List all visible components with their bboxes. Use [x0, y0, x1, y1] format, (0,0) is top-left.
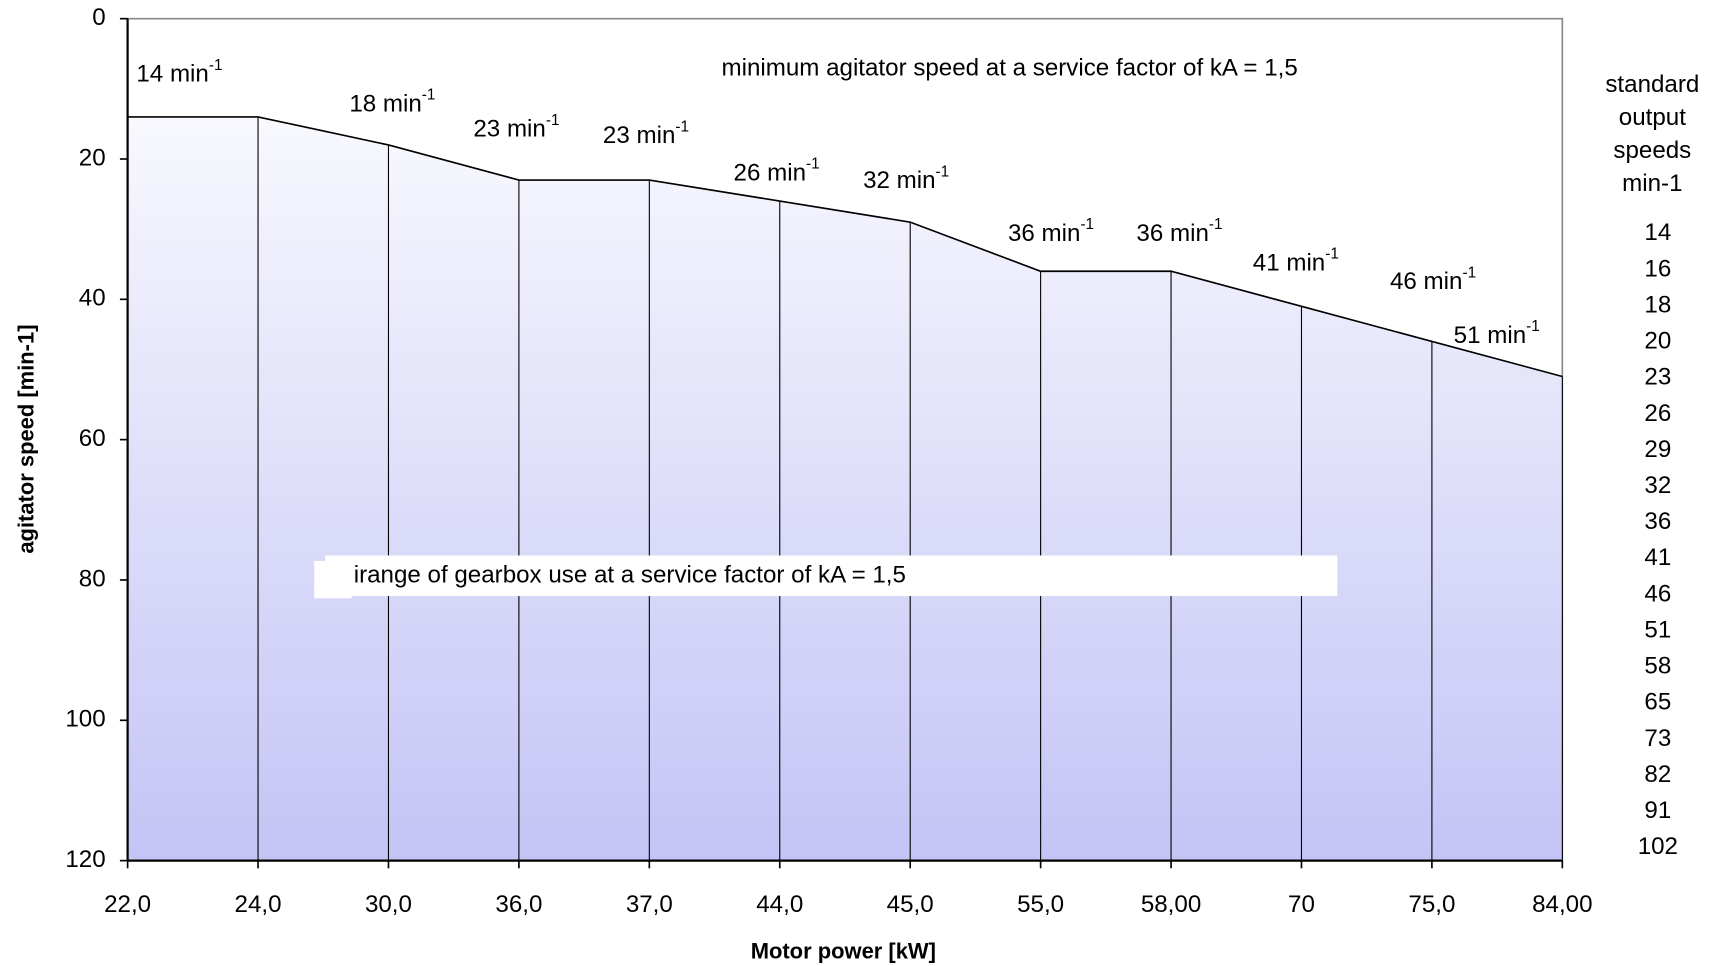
speeds-title: standard — [1605, 71, 1699, 98]
area-line — [127, 116, 1563, 378]
annotation-sup: -1 — [422, 87, 436, 104]
standard-speed: 58 — [1644, 653, 1671, 680]
annotation-text: 51 min — [1454, 322, 1526, 349]
annotation-text: 36 min — [1136, 220, 1208, 247]
x-axis-title: Motor power [kW] — [751, 939, 936, 964]
annotation-text: 26 min — [734, 160, 806, 187]
x-tick-label: 30,0 — [365, 891, 412, 918]
standard-speed: 46 — [1644, 580, 1671, 607]
annotation-sup: -1 — [209, 57, 223, 74]
standard-speed: 41 — [1644, 544, 1671, 571]
standard-speed: 91 — [1644, 797, 1671, 824]
range-note: irange of gearbox use at a service facto… — [354, 562, 906, 589]
standard-speed: 36 — [1644, 508, 1671, 535]
data-annotation: 32 min-1 — [863, 163, 949, 194]
standard-speed: 73 — [1644, 725, 1671, 752]
x-tick-label: 37,0 — [626, 891, 673, 918]
y-tick-label: 100 — [65, 706, 105, 733]
y-tick-label: 80 — [79, 565, 106, 592]
data-annotation: 36 min-1 — [1008, 216, 1094, 247]
data-annotation: 23 min-1 — [603, 118, 689, 149]
annotation-text: 46 min — [1390, 269, 1462, 296]
standard-speed: 18 — [1644, 291, 1671, 318]
data-annotation: 18 min-1 — [349, 87, 435, 118]
annotation-text: 32 min — [863, 168, 935, 195]
annotation-sup: -1 — [675, 118, 689, 135]
y-tick-label: 120 — [65, 846, 105, 873]
annotation-sup: -1 — [1080, 216, 1094, 233]
standard-speed: 23 — [1644, 364, 1671, 391]
standard-speed: 32 — [1644, 472, 1671, 499]
annotation-text: 36 min — [1008, 220, 1080, 247]
annotation-sup: -1 — [546, 112, 560, 129]
standard-speed: 16 — [1644, 255, 1671, 282]
x-tick-label: 70 — [1288, 891, 1315, 918]
standard-speed: 51 — [1644, 616, 1671, 643]
note-box — [325, 555, 1338, 597]
data-annotation: 23 min-1 — [473, 112, 559, 143]
annotation-sup: -1 — [936, 163, 950, 180]
note-box-left — [314, 560, 352, 599]
x-tick-label: 58,00 — [1141, 891, 1201, 918]
speeds-title: output — [1619, 104, 1686, 131]
standard-speed: 102 — [1638, 833, 1678, 860]
standard-speed: 20 — [1644, 328, 1671, 355]
annotation-text: 41 min — [1253, 250, 1325, 277]
x-tick-label: 36,0 — [495, 891, 542, 918]
y-tick-label: 60 — [79, 425, 106, 452]
x-tick-label: 45,0 — [887, 891, 934, 918]
y-axis-title: agitator speed [min-1] — [14, 325, 39, 554]
x-tick-label: 55,0 — [1017, 891, 1064, 918]
data-annotation: 36 min-1 — [1136, 216, 1222, 247]
annotation-sup: -1 — [1325, 246, 1339, 263]
x-tick-label: 24,0 — [235, 891, 282, 918]
x-tick-label: 44,0 — [756, 891, 803, 918]
data-annotation: 46 min-1 — [1390, 264, 1476, 295]
data-annotation: 26 min-1 — [734, 156, 820, 187]
standard-speed: 26 — [1644, 400, 1671, 427]
annotation-sup: -1 — [806, 156, 820, 173]
annotation-text: 23 min — [473, 116, 545, 143]
y-tick-label: 40 — [79, 285, 106, 312]
data-annotation: 51 min-1 — [1454, 318, 1540, 349]
standard-speed: 29 — [1644, 436, 1671, 463]
speeds-title: speeds — [1613, 137, 1691, 164]
annotation-sup: -1 — [1462, 264, 1476, 281]
annotation-text: 23 min — [603, 123, 675, 150]
annotation-text: 18 min — [349, 91, 421, 118]
data-annotation: 41 min-1 — [1253, 246, 1339, 277]
annotation-sup: -1 — [1209, 216, 1223, 233]
x-tick-label: 84,00 — [1532, 891, 1592, 918]
x-tick-label: 22,0 — [104, 891, 151, 918]
y-tick-label: 20 — [79, 144, 106, 171]
standard-speed: 82 — [1644, 761, 1671, 788]
area-fill — [127, 116, 1563, 861]
y-tick-label: 0 — [92, 4, 105, 31]
top-note: minimum agitator speed at a service fact… — [721, 55, 1297, 82]
standard-speed: 65 — [1644, 689, 1671, 716]
standard-speed: 14 — [1644, 219, 1671, 246]
speeds-title: min-1 — [1622, 170, 1682, 197]
annotation-text: 14 min — [136, 61, 208, 88]
x-tick-label: 75,0 — [1408, 891, 1455, 918]
annotation-sup: -1 — [1526, 318, 1540, 335]
data-annotation: 14 min-1 — [136, 57, 222, 88]
